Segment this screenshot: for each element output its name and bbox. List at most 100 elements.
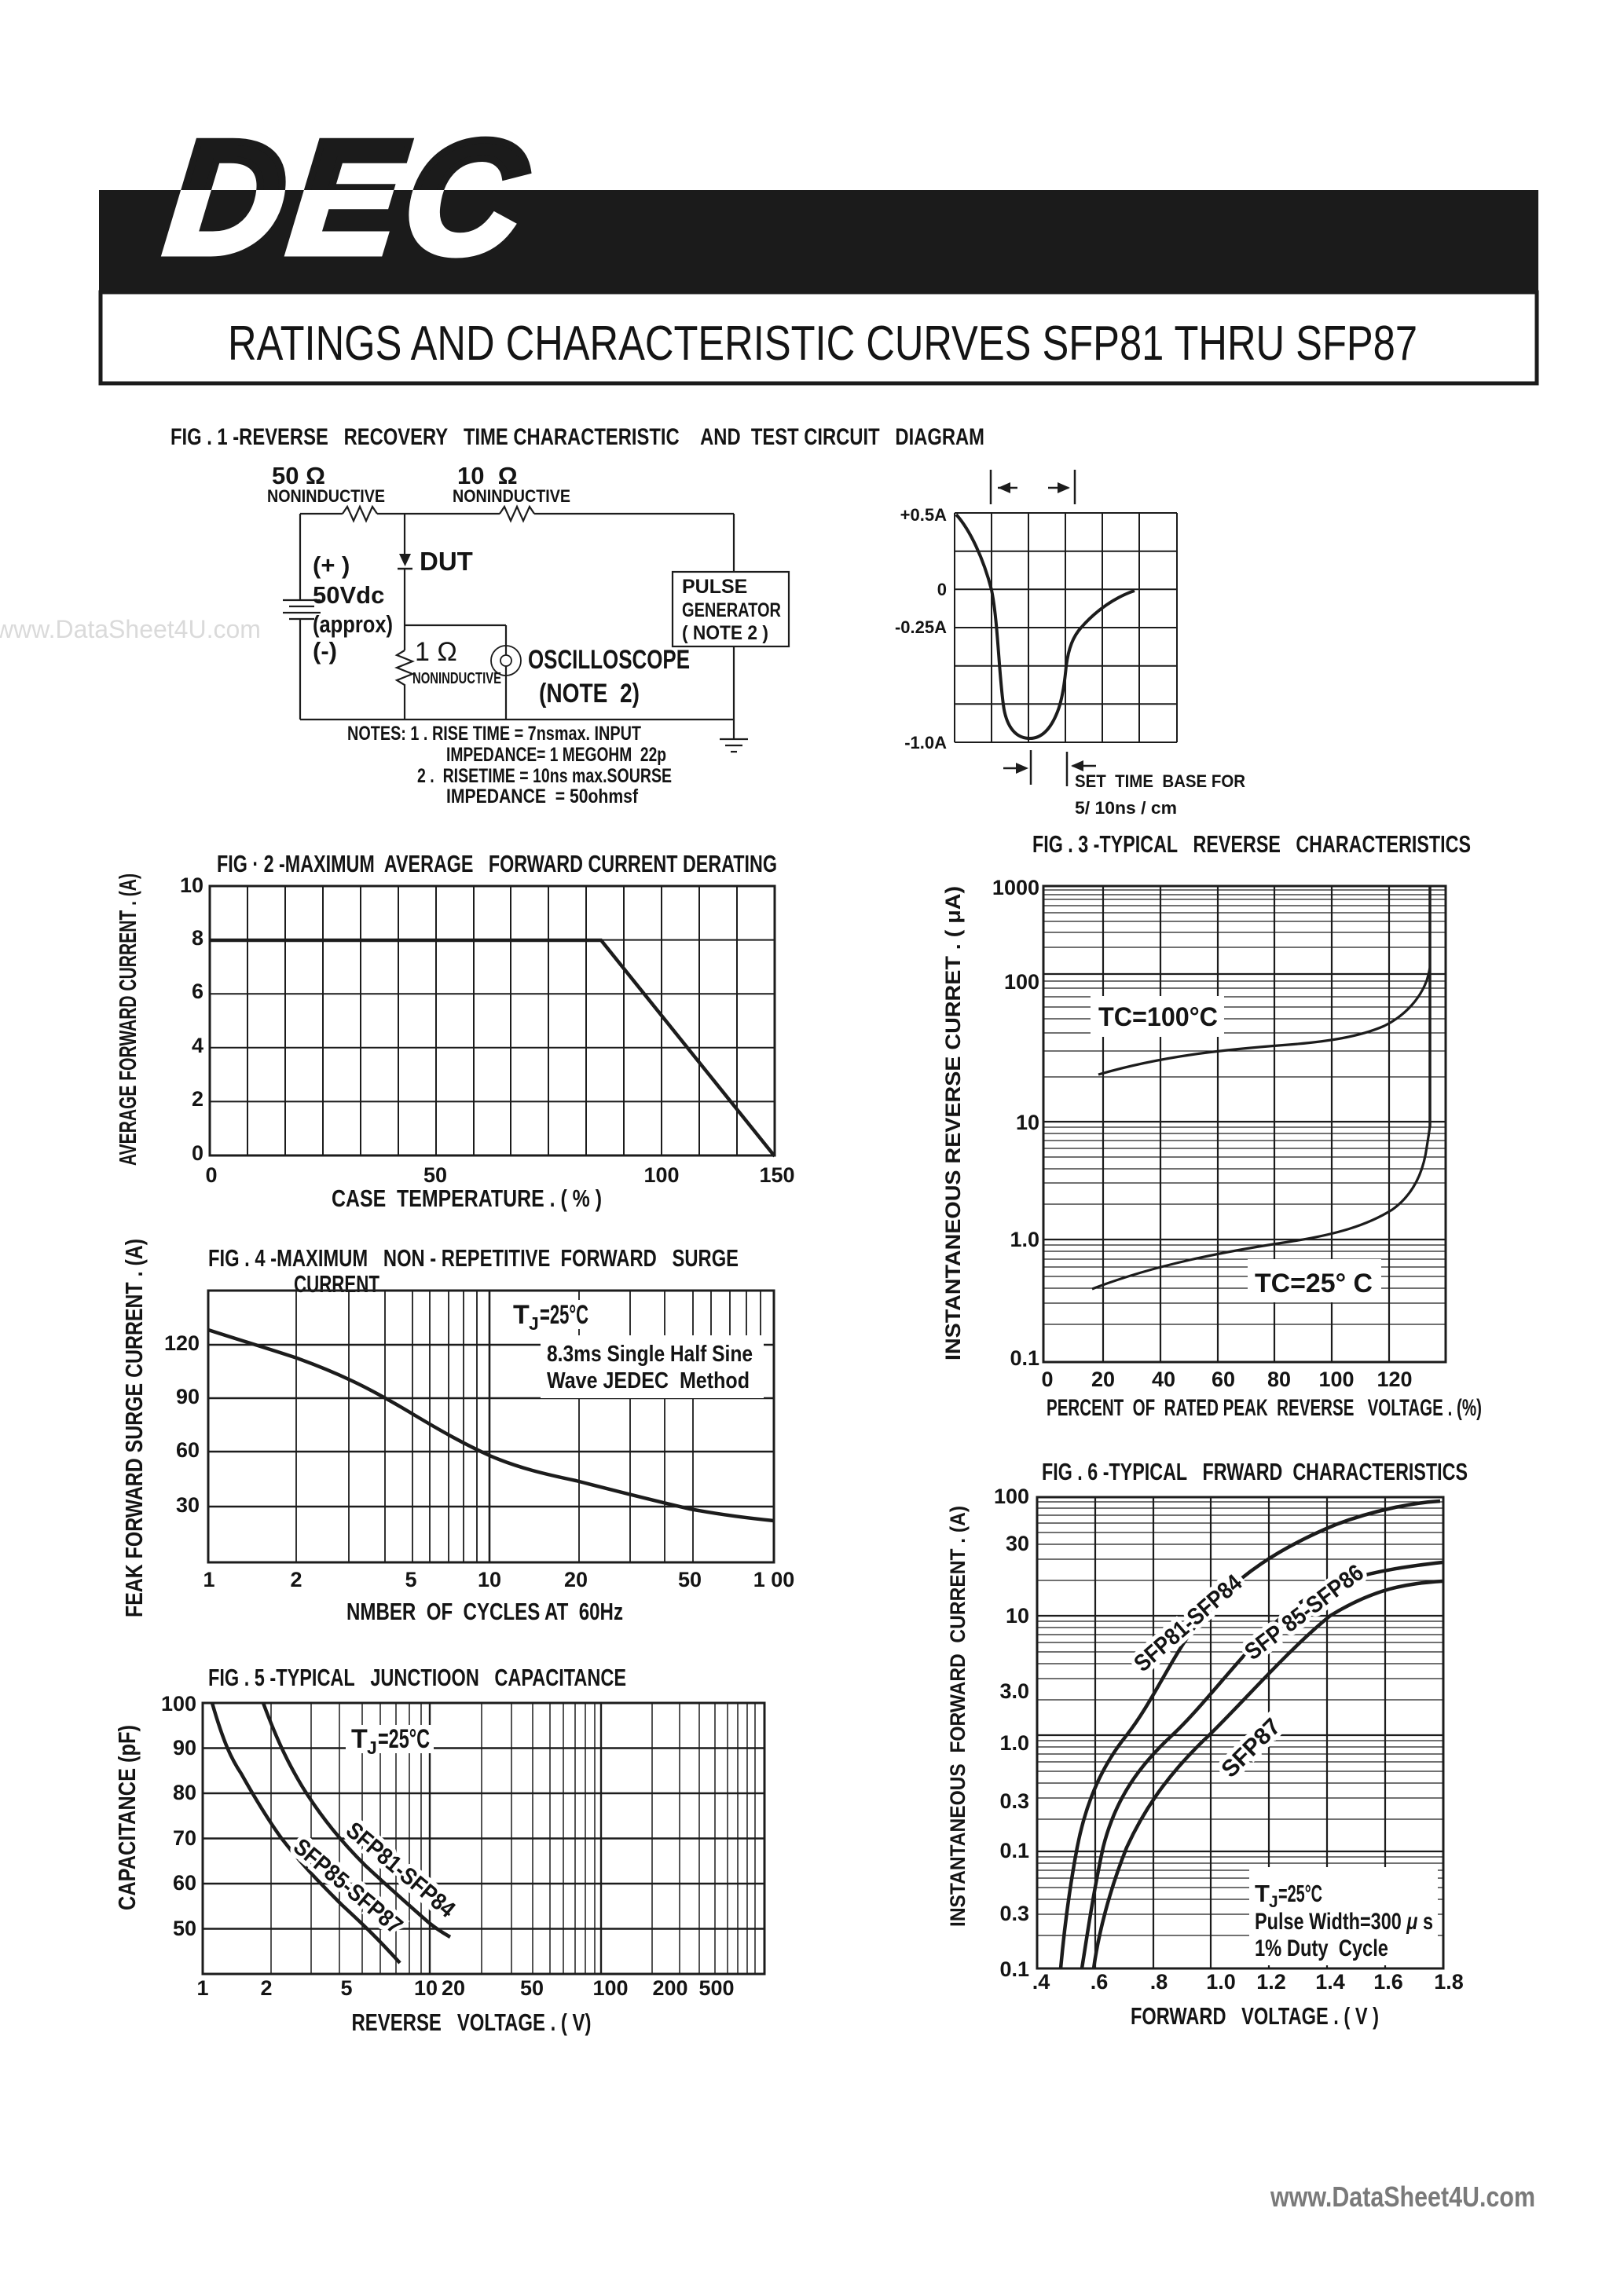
svg-text:FIG . 1 -REVERSE RECOVERY: FIG . 1 -REVERSE RECOVERY TIME CHARACTER…	[170, 424, 984, 450]
svg-text:1.0: 1.0	[1206, 1970, 1236, 1994]
svg-text:5/ 10ns / cm: 5/ 10ns / cm	[1075, 798, 1177, 818]
svg-text:TC=100°C: TC=100°C	[1098, 1002, 1218, 1032]
svg-text:FIG · 2 -MAXIMUM AVERAGE FO: FIG · 2 -MAXIMUM AVERAGE FORWARD CURRENT…	[217, 850, 777, 877]
svg-text:100: 100	[643, 1163, 679, 1187]
svg-text:0.1: 0.1	[999, 1839, 1029, 1862]
svg-text:1.0: 1.0	[1010, 1228, 1039, 1251]
svg-text:IMPEDANCE= 1 MEGOHM 22p: IMPEDANCE= 1 MEGOHM 22p	[446, 744, 666, 766]
svg-text:2: 2	[192, 1087, 203, 1111]
svg-text:30: 30	[176, 1493, 200, 1517]
svg-text:1.4: 1.4	[1315, 1970, 1345, 1994]
svg-text:.8: .8	[1150, 1970, 1168, 1994]
svg-text:150: 150	[759, 1163, 794, 1187]
svg-text:20: 20	[442, 1976, 465, 2000]
svg-text:5: 5	[405, 1568, 416, 1591]
svg-text:NONINDUCTIVE: NONINDUCTIVE	[453, 486, 570, 506]
svg-text:10: 10	[1006, 1604, 1029, 1628]
svg-text:AVERAGE FORWARD CURRENT . (A): AVERAGE FORWARD CURRENT . (A)	[114, 873, 141, 1166]
svg-text:T: T	[513, 1300, 530, 1330]
svg-text:=25°C: =25°C	[540, 1300, 588, 1330]
svg-text:FIG . 4 -MAXIMUM NON - REPET: FIG . 4 -MAXIMUM NON - REPETITIVE FORWAR…	[208, 1244, 739, 1272]
svg-text:-0.25A: -0.25A	[895, 617, 947, 637]
svg-text:www.DataSheet4U.com: www.DataSheet4U.com	[0, 615, 261, 643]
svg-text:100: 100	[1318, 1368, 1354, 1391]
svg-text:CURRENT: CURRENT	[294, 1270, 379, 1298]
svg-text:INSTANTANEOUS REVERSE CURRET .: INSTANTANEOUS REVERSE CURRET . ( μA)	[941, 886, 965, 1360]
svg-text:0.1: 0.1	[999, 1957, 1029, 1981]
svg-text:Wave JEDEC Method: Wave JEDEC Method	[547, 1368, 750, 1393]
svg-text:2: 2	[290, 1568, 302, 1591]
svg-text:(+ ): (+ )	[313, 551, 350, 579]
svg-text:REVERSE VOLTAGE . ( V): REVERSE VOLTAGE . ( V)	[352, 2009, 592, 2036]
svg-text:SET TIME BASE FOR: SET TIME BASE FOR	[1075, 771, 1245, 791]
svg-text:1.2: 1.2	[1256, 1970, 1286, 1994]
svg-text:FORWARD VOLTAGE . ( V ): FORWARD VOLTAGE . ( V )	[1131, 2002, 1379, 2030]
svg-text:8: 8	[192, 926, 203, 950]
svg-text:PULSE: PULSE	[682, 576, 747, 598]
svg-text:1 Ω: 1 Ω	[415, 637, 457, 667]
svg-text:+0.5A: +0.5A	[900, 505, 947, 525]
svg-text:NOTES: 1 . RISE TIME = 7nsmax.: NOTES: 1 . RISE TIME = 7nsmax. INPUT	[347, 723, 641, 745]
svg-text:10: 10	[478, 1568, 501, 1591]
svg-text:1.6: 1.6	[1373, 1970, 1403, 1994]
svg-text:5: 5	[340, 1976, 352, 2000]
svg-text:RATINGS AND CHARACTERISTIC CUR: RATINGS AND CHARACTERISTIC CURVES SFP81 …	[228, 317, 1417, 371]
svg-text:120: 120	[1377, 1368, 1412, 1391]
svg-text:0: 0	[1041, 1368, 1053, 1391]
svg-text:60: 60	[176, 1438, 200, 1462]
svg-text:50Vdc: 50Vdc	[313, 581, 384, 609]
svg-text:0: 0	[205, 1163, 217, 1187]
svg-text:INSTANTANEOUS FORWARD CURREN: INSTANTANEOUS FORWARD CURRENT . (A)	[946, 1506, 970, 1927]
svg-text:1% Duty Cycle: 1% Duty Cycle	[1255, 1935, 1388, 1961]
svg-text:60: 60	[1212, 1368, 1235, 1391]
svg-text:3.0: 3.0	[999, 1679, 1029, 1703]
svg-text:CAPACITANCE (pF): CAPACITANCE (pF)	[113, 1725, 141, 1910]
svg-text:90: 90	[173, 1736, 196, 1760]
svg-text:DEC: DEC	[159, 107, 539, 287]
svg-text:0: 0	[192, 1141, 203, 1165]
svg-text:20: 20	[1091, 1368, 1115, 1391]
svg-text:0: 0	[937, 580, 947, 599]
svg-text:100: 100	[592, 1976, 628, 2000]
svg-text:100: 100	[994, 1485, 1029, 1508]
svg-text:(NOTE 2): (NOTE 2)	[539, 679, 640, 709]
svg-text:200: 200	[652, 1976, 687, 2000]
svg-text:0.3: 0.3	[999, 1902, 1029, 1925]
svg-text:50 Ω: 50 Ω	[272, 462, 325, 489]
svg-text:GENERATOR: GENERATOR	[682, 599, 781, 621]
svg-text:J: J	[367, 1738, 377, 1758]
svg-text:80: 80	[1267, 1368, 1291, 1391]
svg-text:2 . RISETIME = 10ns max.SOURS: 2 . RISETIME = 10ns max.SOURSE	[417, 765, 672, 787]
svg-text:1 00: 1 00	[753, 1568, 795, 1591]
svg-text:1.0: 1.0	[999, 1731, 1029, 1755]
svg-text:TC=25° C: TC=25° C	[1255, 1269, 1373, 1298]
svg-text:50: 50	[520, 1976, 544, 2000]
svg-text:.4: .4	[1032, 1970, 1050, 1994]
svg-text:1.8: 1.8	[1434, 1970, 1464, 1994]
svg-text:20: 20	[564, 1568, 588, 1591]
svg-text:70: 70	[173, 1826, 196, 1850]
svg-text:120: 120	[164, 1331, 200, 1355]
svg-text:DUT: DUT	[420, 547, 473, 576]
svg-text:=25°C: =25°C	[378, 1724, 430, 1754]
svg-text:=25°C: =25°C	[1278, 1880, 1322, 1907]
svg-text:30: 30	[1006, 1532, 1029, 1555]
svg-text:T: T	[1255, 1880, 1270, 1907]
svg-text:FIG . 5 -TYPICAL JUNCTIOON: FIG . 5 -TYPICAL JUNCTIOON CAPACITANCE	[208, 1664, 626, 1691]
svg-text:10: 10	[414, 1976, 438, 2000]
svg-text:IMPEDANCE = 50ohmsf: IMPEDANCE = 50ohmsf	[446, 785, 639, 807]
svg-text:100: 100	[161, 1692, 196, 1716]
svg-text:NONINDUCTIVE: NONINDUCTIVE	[412, 670, 501, 687]
svg-text:(approx): (approx)	[313, 610, 393, 638]
svg-text:PERCENT OF RATED PEAK REVER: PERCENT OF RATED PEAK REVERSE VOLTAGE . …	[1047, 1395, 1482, 1421]
svg-text:J: J	[1269, 1893, 1278, 1911]
svg-text:FIG . 6 -TYPICAL FRWARD CHA: FIG . 6 -TYPICAL FRWARD CHARACTERISTICS	[1042, 1458, 1468, 1485]
svg-text:500: 500	[698, 1976, 734, 2000]
svg-text:1: 1	[196, 1976, 208, 2000]
svg-text:0.3: 0.3	[999, 1789, 1029, 1813]
svg-text:50: 50	[678, 1568, 702, 1591]
svg-text:1: 1	[203, 1568, 214, 1591]
svg-text:J: J	[529, 1313, 539, 1334]
svg-text:2: 2	[260, 1976, 272, 2000]
svg-text:80: 80	[173, 1781, 196, 1804]
